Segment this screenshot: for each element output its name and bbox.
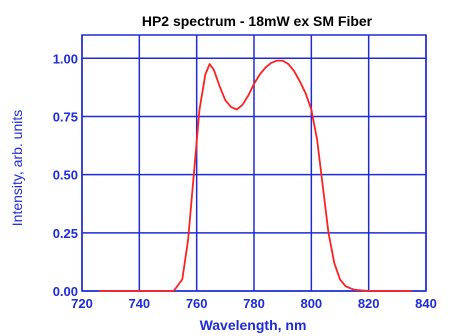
series-line bbox=[99, 59, 412, 292]
x-tick-label: 740 bbox=[128, 296, 150, 311]
x-tick-label: 820 bbox=[358, 296, 380, 311]
x-tick-labels: 720 740 760 780 800 820 840 bbox=[71, 296, 437, 311]
grid-lines bbox=[81, 34, 427, 292]
y-tick-label: 0.25 bbox=[53, 226, 78, 241]
x-axis-label: Wavelength, nm bbox=[200, 317, 307, 333]
x-tick-label: 800 bbox=[300, 296, 322, 311]
y-tick-labels: 0.00 0.25 0.50 0.75 1.00 bbox=[53, 51, 78, 299]
chart-title: HP2 spectrum - 18mW ex SM Fiber bbox=[142, 13, 373, 29]
x-tick-label: 720 bbox=[71, 296, 93, 311]
series-lines bbox=[99, 59, 412, 292]
y-tick-label: 0.75 bbox=[53, 109, 78, 124]
y-axis-label: Intensity, arb. units bbox=[9, 110, 25, 226]
y-tick-label: 1.00 bbox=[53, 51, 78, 66]
x-tick-label: 780 bbox=[243, 296, 265, 311]
y-tick-label: 0.00 bbox=[53, 284, 78, 299]
x-tick-label: 840 bbox=[415, 296, 437, 311]
x-tick-label: 760 bbox=[186, 296, 208, 311]
y-tick-label: 0.50 bbox=[53, 168, 78, 183]
